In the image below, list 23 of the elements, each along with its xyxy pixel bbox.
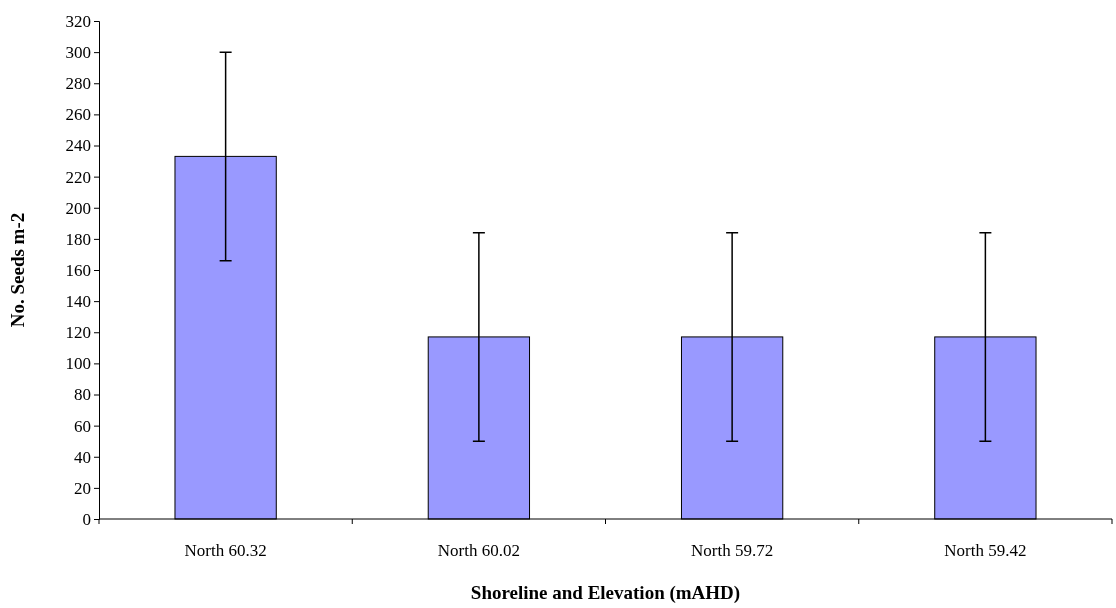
y-tick-label: 40	[74, 447, 91, 467]
y-tick-label: 280	[65, 74, 91, 94]
x-tick-label: North 59.42	[944, 541, 1027, 560]
x-tick-label: North 59.72	[691, 541, 774, 560]
y-axis-title: No. Seeds m-2	[7, 212, 28, 328]
y-tick-label: 260	[65, 105, 91, 125]
y-tick-label: 80	[74, 385, 91, 405]
y-tick-label: 240	[65, 136, 91, 156]
y-tick-label: 160	[65, 260, 91, 280]
y-tick-label: 140	[65, 292, 91, 312]
y-tick-label: 0	[82, 509, 91, 529]
x-axis-title: Shoreline and Elevation (mAHD)	[470, 582, 741, 604]
y-tick-label: 100	[65, 354, 91, 374]
y-tick-label: 320	[65, 11, 91, 31]
y-tick-label: 120	[65, 323, 91, 343]
y-tick-label: 300	[65, 43, 91, 63]
y-tick-label: 180	[65, 229, 91, 249]
y-tick-label: 20	[74, 478, 91, 498]
x-tick-label: North 60.32	[184, 541, 267, 560]
x-tick-label: North 60.02	[437, 541, 520, 560]
y-tick-label: 220	[65, 167, 91, 187]
y-tick-label: 60	[74, 416, 91, 436]
y-tick-label: 200	[65, 198, 91, 218]
